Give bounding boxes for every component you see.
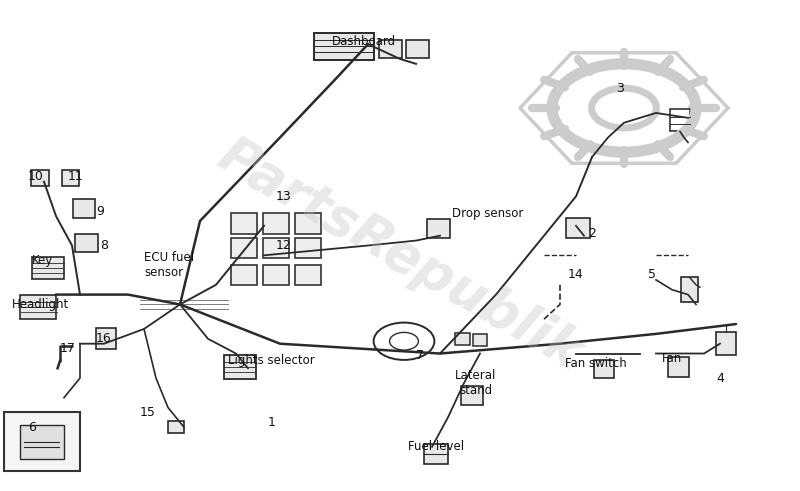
Bar: [32, 257, 64, 279]
Text: Drop sensor: Drop sensor: [452, 207, 523, 220]
Bar: [224, 355, 256, 379]
Text: PartsRepublik: PartsRepublik: [209, 130, 591, 381]
Text: 4: 4: [716, 372, 724, 384]
Bar: [168, 421, 184, 434]
Text: 14: 14: [568, 269, 584, 281]
Bar: [670, 109, 690, 131]
Text: 2: 2: [588, 227, 596, 240]
Text: 1: 1: [268, 416, 276, 429]
Bar: [681, 277, 698, 302]
Text: 13: 13: [276, 190, 292, 203]
Bar: [668, 357, 689, 377]
Bar: [406, 40, 429, 58]
Bar: [566, 218, 590, 238]
Bar: [424, 444, 448, 464]
Text: Fuel level: Fuel level: [408, 440, 464, 453]
Text: Fan: Fan: [662, 352, 682, 365]
Text: Headlight: Headlight: [12, 298, 70, 311]
Text: 5: 5: [648, 269, 656, 281]
Text: Key: Key: [32, 254, 54, 267]
Bar: [461, 386, 483, 405]
Text: Lateral
stand: Lateral stand: [455, 369, 497, 397]
Bar: [379, 40, 402, 58]
Bar: [19, 425, 64, 459]
Text: Dashboard: Dashboard: [332, 35, 396, 48]
Bar: [231, 238, 257, 258]
Bar: [62, 170, 79, 186]
Text: 11: 11: [68, 170, 84, 183]
Bar: [473, 334, 487, 346]
Text: ECU fuel
sensor: ECU fuel sensor: [144, 251, 194, 279]
Bar: [717, 332, 737, 355]
Text: 10: 10: [28, 170, 44, 183]
Bar: [263, 238, 289, 258]
Bar: [75, 234, 98, 252]
Bar: [73, 199, 95, 218]
Bar: [295, 238, 321, 258]
Text: 6: 6: [28, 421, 36, 434]
Bar: [96, 328, 116, 349]
Bar: [263, 265, 289, 285]
Text: Lights selector: Lights selector: [228, 355, 314, 367]
Bar: [295, 213, 321, 234]
Bar: [231, 265, 257, 285]
Bar: [231, 213, 257, 234]
Text: 7: 7: [416, 350, 424, 362]
Text: 16: 16: [96, 332, 112, 345]
Text: 17: 17: [60, 342, 76, 355]
Bar: [21, 295, 56, 319]
Bar: [31, 170, 49, 186]
Bar: [4, 412, 80, 471]
Bar: [455, 333, 470, 345]
Bar: [295, 265, 321, 285]
Bar: [594, 360, 614, 378]
Text: 15: 15: [140, 406, 156, 419]
Text: Fan switch: Fan switch: [565, 357, 627, 370]
Text: 9: 9: [96, 205, 104, 218]
Text: 8: 8: [100, 239, 108, 252]
Bar: [427, 219, 450, 238]
Text: 12: 12: [276, 239, 292, 252]
Text: 3: 3: [616, 82, 624, 95]
Bar: [314, 33, 374, 60]
Bar: [263, 213, 289, 234]
